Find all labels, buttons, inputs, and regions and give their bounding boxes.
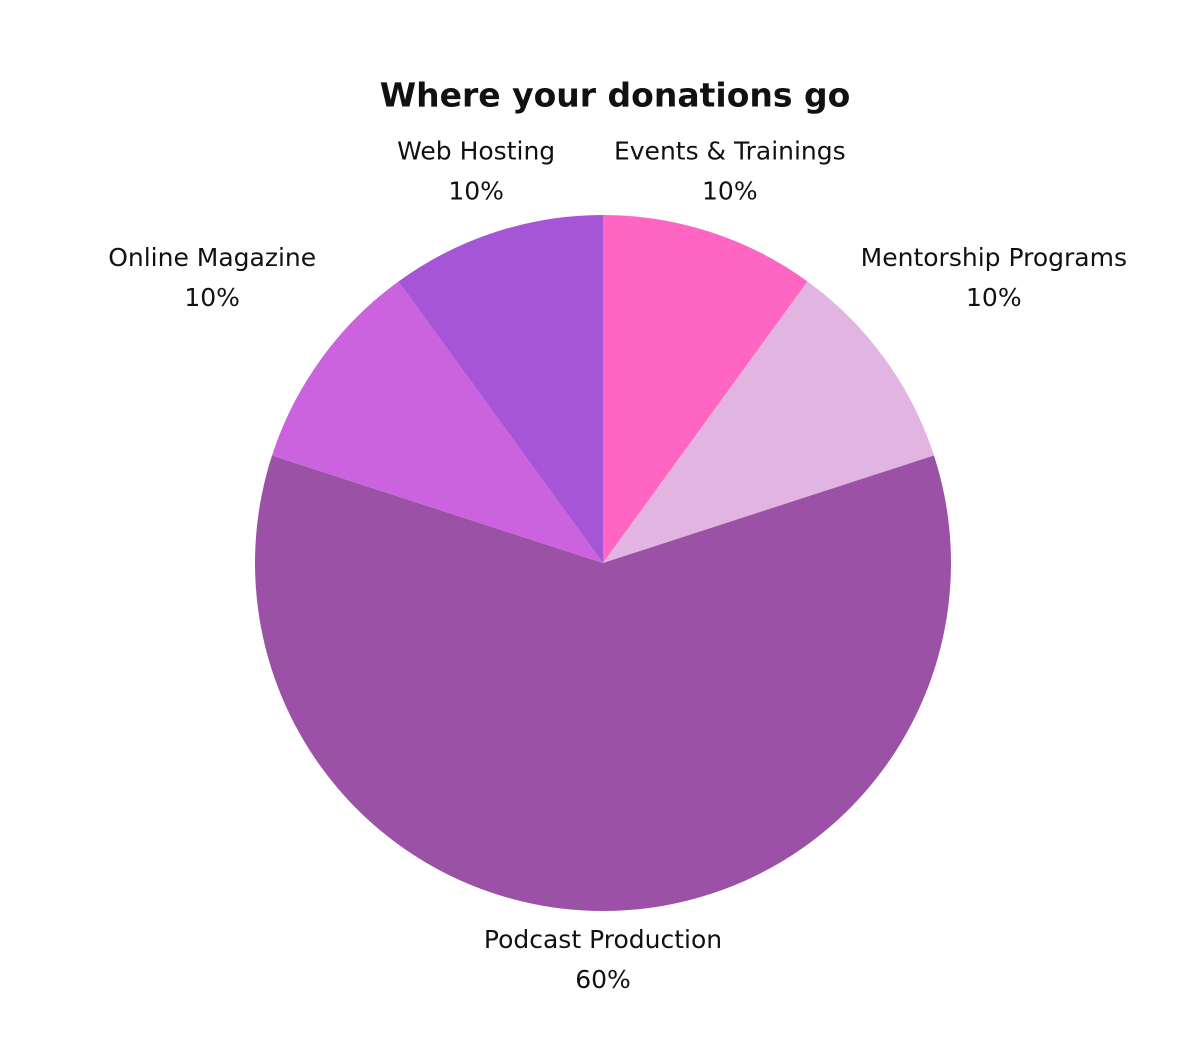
slice-label: Online Magazine <box>108 243 316 272</box>
pie-slice <box>603 281 934 563</box>
slice-value-label: 10% <box>966 283 1022 312</box>
slice-value-label: 10% <box>448 177 504 206</box>
slice-value-label: 10% <box>184 283 240 312</box>
slice-value-label: 60% <box>575 965 631 994</box>
pie-slice <box>398 215 603 563</box>
slice-label: Podcast Production <box>484 925 722 954</box>
slice-label: Mentorship Programs <box>861 243 1127 272</box>
slice-value-label: 10% <box>702 177 758 206</box>
slice-label: Web Hosting <box>397 137 555 166</box>
chart-title: Where your donations go <box>380 76 851 115</box>
pie-slice <box>603 215 808 563</box>
pie-slice <box>272 281 603 563</box>
slice-label: Events & Trainings <box>614 137 846 166</box>
pie-slice <box>254 455 952 912</box>
